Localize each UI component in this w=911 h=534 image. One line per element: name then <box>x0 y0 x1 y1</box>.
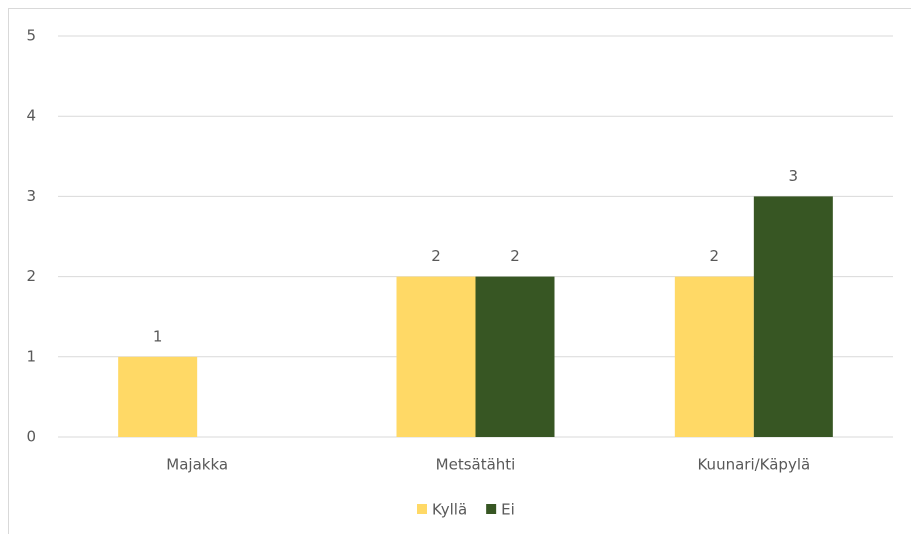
data-label: 3 <box>789 167 799 185</box>
legend-label: Kyllä <box>432 501 467 519</box>
x-tick-label: Kuunari/Käpylä <box>697 456 810 474</box>
x-tick-label: Metsätähti <box>436 456 516 474</box>
y-tick-label: 3 <box>26 187 36 205</box>
legend-swatch <box>417 504 427 514</box>
data-label: 2 <box>710 247 720 265</box>
data-label: 2 <box>510 247 520 265</box>
bar <box>753 196 833 437</box>
bar <box>475 276 555 437</box>
data-label: 1 <box>153 327 163 345</box>
data-label: 2 <box>431 247 441 265</box>
y-tick-label: 5 <box>26 27 36 45</box>
y-tick-label: 1 <box>26 347 36 365</box>
y-tick-label: 4 <box>26 107 36 125</box>
y-tick-label: 2 <box>26 267 36 285</box>
x-tick-label: Majakka <box>166 456 228 474</box>
bar <box>396 276 476 437</box>
legend-label: Ei <box>501 501 515 519</box>
bar <box>118 356 198 437</box>
legend-swatch <box>486 504 497 514</box>
y-tick-label: 0 <box>26 428 36 446</box>
bar <box>674 276 754 437</box>
